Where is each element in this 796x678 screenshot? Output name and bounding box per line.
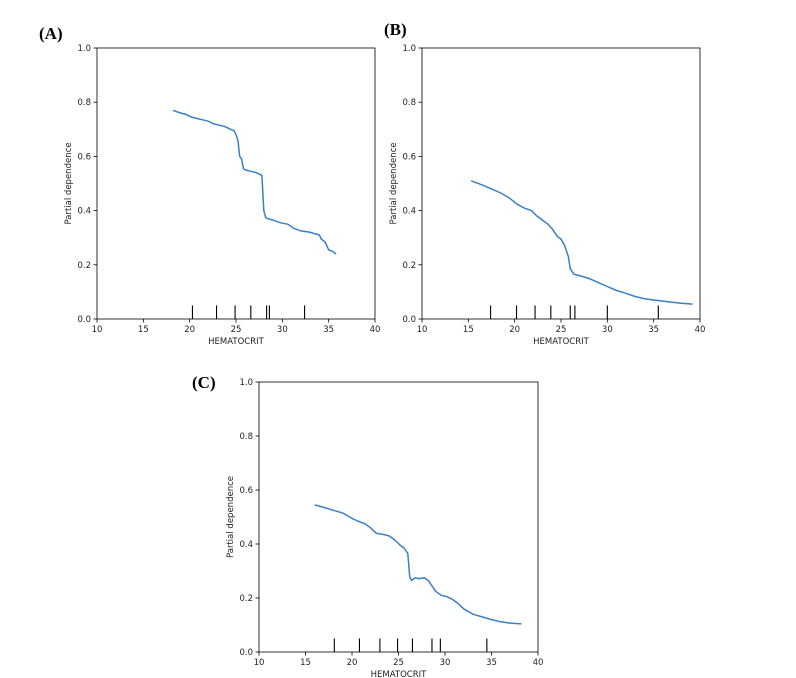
chart-c-ytick-label: 0.4 bbox=[239, 540, 253, 550]
chart-a-ytick-label: 1.0 bbox=[77, 44, 91, 54]
chart-b-xtick-label: 25 bbox=[556, 325, 567, 335]
chart-c-xtick-label: 40 bbox=[533, 658, 544, 668]
chart-c-ytick-label: 0.6 bbox=[239, 486, 253, 496]
chart-b-ytick-label: 1.0 bbox=[402, 44, 416, 54]
chart-a-frame bbox=[96, 47, 376, 320]
chart-a-xtick-label: 20 bbox=[184, 325, 195, 335]
chart-b-xtick-label: 20 bbox=[509, 325, 520, 335]
chart-b-xtick-label: 15 bbox=[463, 325, 474, 335]
chart-b-xtick-label: 10 bbox=[417, 325, 428, 335]
chart-c-ylabel: Partial dependence bbox=[226, 476, 236, 558]
chart-a-ytick-label: 0.0 bbox=[77, 315, 91, 325]
chart-b-xtick-label: 30 bbox=[602, 325, 613, 335]
panel-label-a: (A) bbox=[39, 24, 63, 43]
chart-c-ytick-label: 0.0 bbox=[239, 648, 253, 658]
chart-a-xlabel: HEMATOCRIT bbox=[208, 337, 264, 347]
chart-c-frame bbox=[258, 381, 539, 653]
chart-b-ytick-label: 0.4 bbox=[402, 207, 416, 217]
chart-c-series-line bbox=[314, 504, 522, 625]
chart-c-ytick-label: 0.8 bbox=[239, 432, 253, 442]
chart-b-xtick-label: 40 bbox=[695, 325, 706, 335]
chart-a-xtick-label: 10 bbox=[92, 325, 103, 335]
chart-b-ytick-label: 0.8 bbox=[402, 98, 416, 108]
chart-c-ytick-label: 1.0 bbox=[239, 378, 253, 388]
chart-a-ytick-label: 0.6 bbox=[77, 152, 91, 162]
panel-label-b: (B) bbox=[384, 20, 407, 39]
chart-a-ytick-label: 0.2 bbox=[77, 261, 91, 271]
chart-c-xtick-label: 10 bbox=[254, 658, 265, 668]
chart-b-xlabel: HEMATOCRIT bbox=[533, 337, 589, 347]
chart-a-ytick-label: 0.4 bbox=[77, 207, 91, 217]
chart-b-ytick-label: 0.6 bbox=[402, 152, 416, 162]
chart-b-ytick-label: 0.0 bbox=[402, 315, 416, 325]
chart-a-xtick-label: 15 bbox=[138, 325, 149, 335]
chart-a-xtick-label: 35 bbox=[323, 325, 334, 335]
chart-c-ytick-label: 0.2 bbox=[239, 594, 253, 604]
chart-c-xtick-label: 15 bbox=[300, 658, 311, 668]
chart-b-xtick-label: 35 bbox=[648, 325, 659, 335]
chart-b-ylabel: Partial dependence bbox=[389, 143, 399, 225]
chart-a-xtick-label: 30 bbox=[277, 325, 288, 335]
chart-c-xtick-label: 25 bbox=[393, 658, 404, 668]
chart-a-series-line bbox=[172, 109, 337, 255]
chart-c-xlabel: HEMATOCRIT bbox=[371, 670, 427, 678]
chart-b-series-line bbox=[470, 180, 693, 305]
chart-a-xtick-label: 25 bbox=[231, 325, 242, 335]
chart-c-xtick-label: 30 bbox=[440, 658, 451, 668]
chart-b-ytick-label: 0.2 bbox=[402, 261, 416, 271]
chart-c-xtick-label: 35 bbox=[486, 658, 497, 668]
panel-label-c: (C) bbox=[192, 373, 216, 392]
chart-b-frame bbox=[421, 47, 701, 320]
chart-a-ylabel: Partial dependence bbox=[64, 143, 74, 225]
chart-a-ytick-label: 0.8 bbox=[77, 98, 91, 108]
chart-c-xtick-label: 20 bbox=[347, 658, 358, 668]
chart-a-xtick-label: 40 bbox=[370, 325, 381, 335]
